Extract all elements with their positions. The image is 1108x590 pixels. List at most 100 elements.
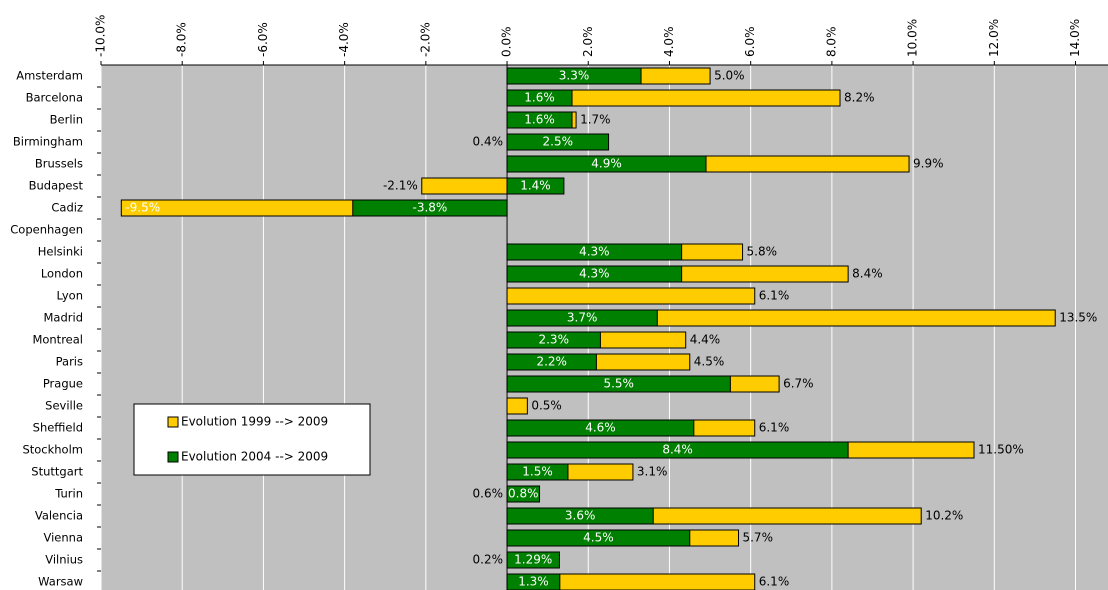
bar <box>506 309 658 327</box>
data-label: -3.8% <box>412 201 447 215</box>
data-label: 1.29% <box>514 553 552 567</box>
legend-label: Evolution 2004 --> 2009 <box>181 450 328 464</box>
data-label: 8.4% <box>662 443 693 457</box>
data-label: 1.7% <box>580 113 611 127</box>
bar <box>506 177 565 195</box>
y-tick-label: Warsaw <box>38 575 83 589</box>
y-tick-label: Vienna <box>43 531 83 545</box>
data-label: 1.4% <box>520 179 551 193</box>
y-tick-label: Montreal <box>32 333 83 347</box>
data-label: 6.1% <box>759 421 790 435</box>
y-tick-label: Prague <box>43 377 83 391</box>
data-label: 2.3% <box>538 333 569 347</box>
data-label: 6.7% <box>783 377 814 391</box>
x-tick-label: 0.0% <box>500 27 514 58</box>
x-tick-label: -4.0% <box>337 22 351 57</box>
data-label: 10.2% <box>925 509 963 523</box>
bar <box>352 199 508 217</box>
data-label: 2.2% <box>536 355 567 369</box>
data-label: 4.9% <box>591 157 622 171</box>
y-tick-label: Madrid <box>44 311 84 325</box>
y-tick-label: Lyon <box>57 289 83 303</box>
data-label: -2.1% <box>383 179 418 193</box>
data-label: 4.6% <box>585 421 616 435</box>
data-label: 3.3% <box>559 69 590 83</box>
data-label: 9.9% <box>913 157 944 171</box>
y-tick-label: Amsterdam <box>16 69 83 83</box>
legend: Evolution 1999 --> 2009 Evolution 2004 --… <box>133 403 371 476</box>
data-label: 5.8% <box>747 245 778 259</box>
y-tick-label: Helsinki <box>38 245 83 259</box>
y-tick-label: Seville <box>45 399 83 413</box>
bar <box>506 551 560 569</box>
data-label: 4.3% <box>579 245 610 259</box>
plot-area <box>101 65 1108 590</box>
bar <box>506 89 573 107</box>
data-label: 1.6% <box>524 113 555 127</box>
y-tick-label: Copenhagen <box>10 223 83 237</box>
y-tick-label: Sheffield <box>33 421 83 435</box>
y-tick-label: Budapest <box>29 179 84 193</box>
x-tick-label: -10.0% <box>94 15 108 57</box>
y-tick-label: Barcelona <box>26 91 83 105</box>
data-label: -9.5% <box>125 201 160 215</box>
bar <box>506 463 569 481</box>
y-tick-label: Stockholm <box>22 443 83 457</box>
bar <box>421 177 508 195</box>
bar <box>506 507 654 525</box>
y-tick-label: Stuttgart <box>31 465 83 479</box>
x-tick-label: 4.0% <box>662 27 676 58</box>
bar <box>506 441 849 459</box>
legend-swatch <box>167 451 179 463</box>
bar <box>506 353 597 371</box>
y-tick-label: Paris <box>56 355 83 369</box>
data-label: 0.8% <box>508 487 539 501</box>
y-tick-label: Vilnius <box>45 553 83 567</box>
data-label: 5.7% <box>742 531 773 545</box>
bar <box>506 331 601 349</box>
data-label: 4.5% <box>694 355 725 369</box>
x-tick-label: 8.0% <box>824 27 838 58</box>
y-tick-label: Valencia <box>35 509 83 523</box>
data-label: 0.4% <box>473 135 504 149</box>
data-label: 4.3% <box>579 267 610 281</box>
x-tick-label: 10.0% <box>906 19 920 57</box>
x-tick-label: 14.0% <box>1068 19 1082 57</box>
data-label: 8.2% <box>844 91 875 105</box>
x-tick-label: 6.0% <box>743 27 757 58</box>
data-label: 6.1% <box>759 575 790 589</box>
data-label: 5.5% <box>603 377 634 391</box>
y-tick-label: Brussels <box>35 157 83 171</box>
bar <box>506 155 707 173</box>
bar <box>506 485 541 503</box>
x-tick-label: -2.0% <box>418 22 432 57</box>
y-tick-label: Turin <box>54 487 83 501</box>
data-label: 8.4% <box>852 267 883 281</box>
data-label: 1.5% <box>522 465 553 479</box>
data-label: 1.3% <box>518 575 549 589</box>
data-label: 0.5% <box>531 399 562 413</box>
data-label: 11.50% <box>978 443 1024 457</box>
data-label: 4.4% <box>690 333 721 347</box>
legend-box <box>133 403 371 476</box>
bar <box>506 419 695 437</box>
bar <box>506 265 683 283</box>
y-tick-label: Cadiz <box>51 201 83 215</box>
bar <box>506 111 573 129</box>
data-label: 0.6% <box>473 487 504 501</box>
bar <box>506 375 731 393</box>
x-tick-label: -8.0% <box>175 22 189 57</box>
bar <box>506 529 691 547</box>
y-tick-label: London <box>41 267 83 281</box>
legend-label: Evolution 1999 --> 2009 <box>181 415 328 429</box>
bar <box>506 397 528 415</box>
bar <box>506 243 683 261</box>
data-label: 13.5% <box>1059 311 1097 325</box>
bar <box>506 67 642 85</box>
bar <box>506 287 756 305</box>
x-tick-label: 2.0% <box>581 27 595 58</box>
x-tick-label: -6.0% <box>256 22 270 57</box>
bar <box>506 573 561 590</box>
data-label: 4.5% <box>583 531 614 545</box>
